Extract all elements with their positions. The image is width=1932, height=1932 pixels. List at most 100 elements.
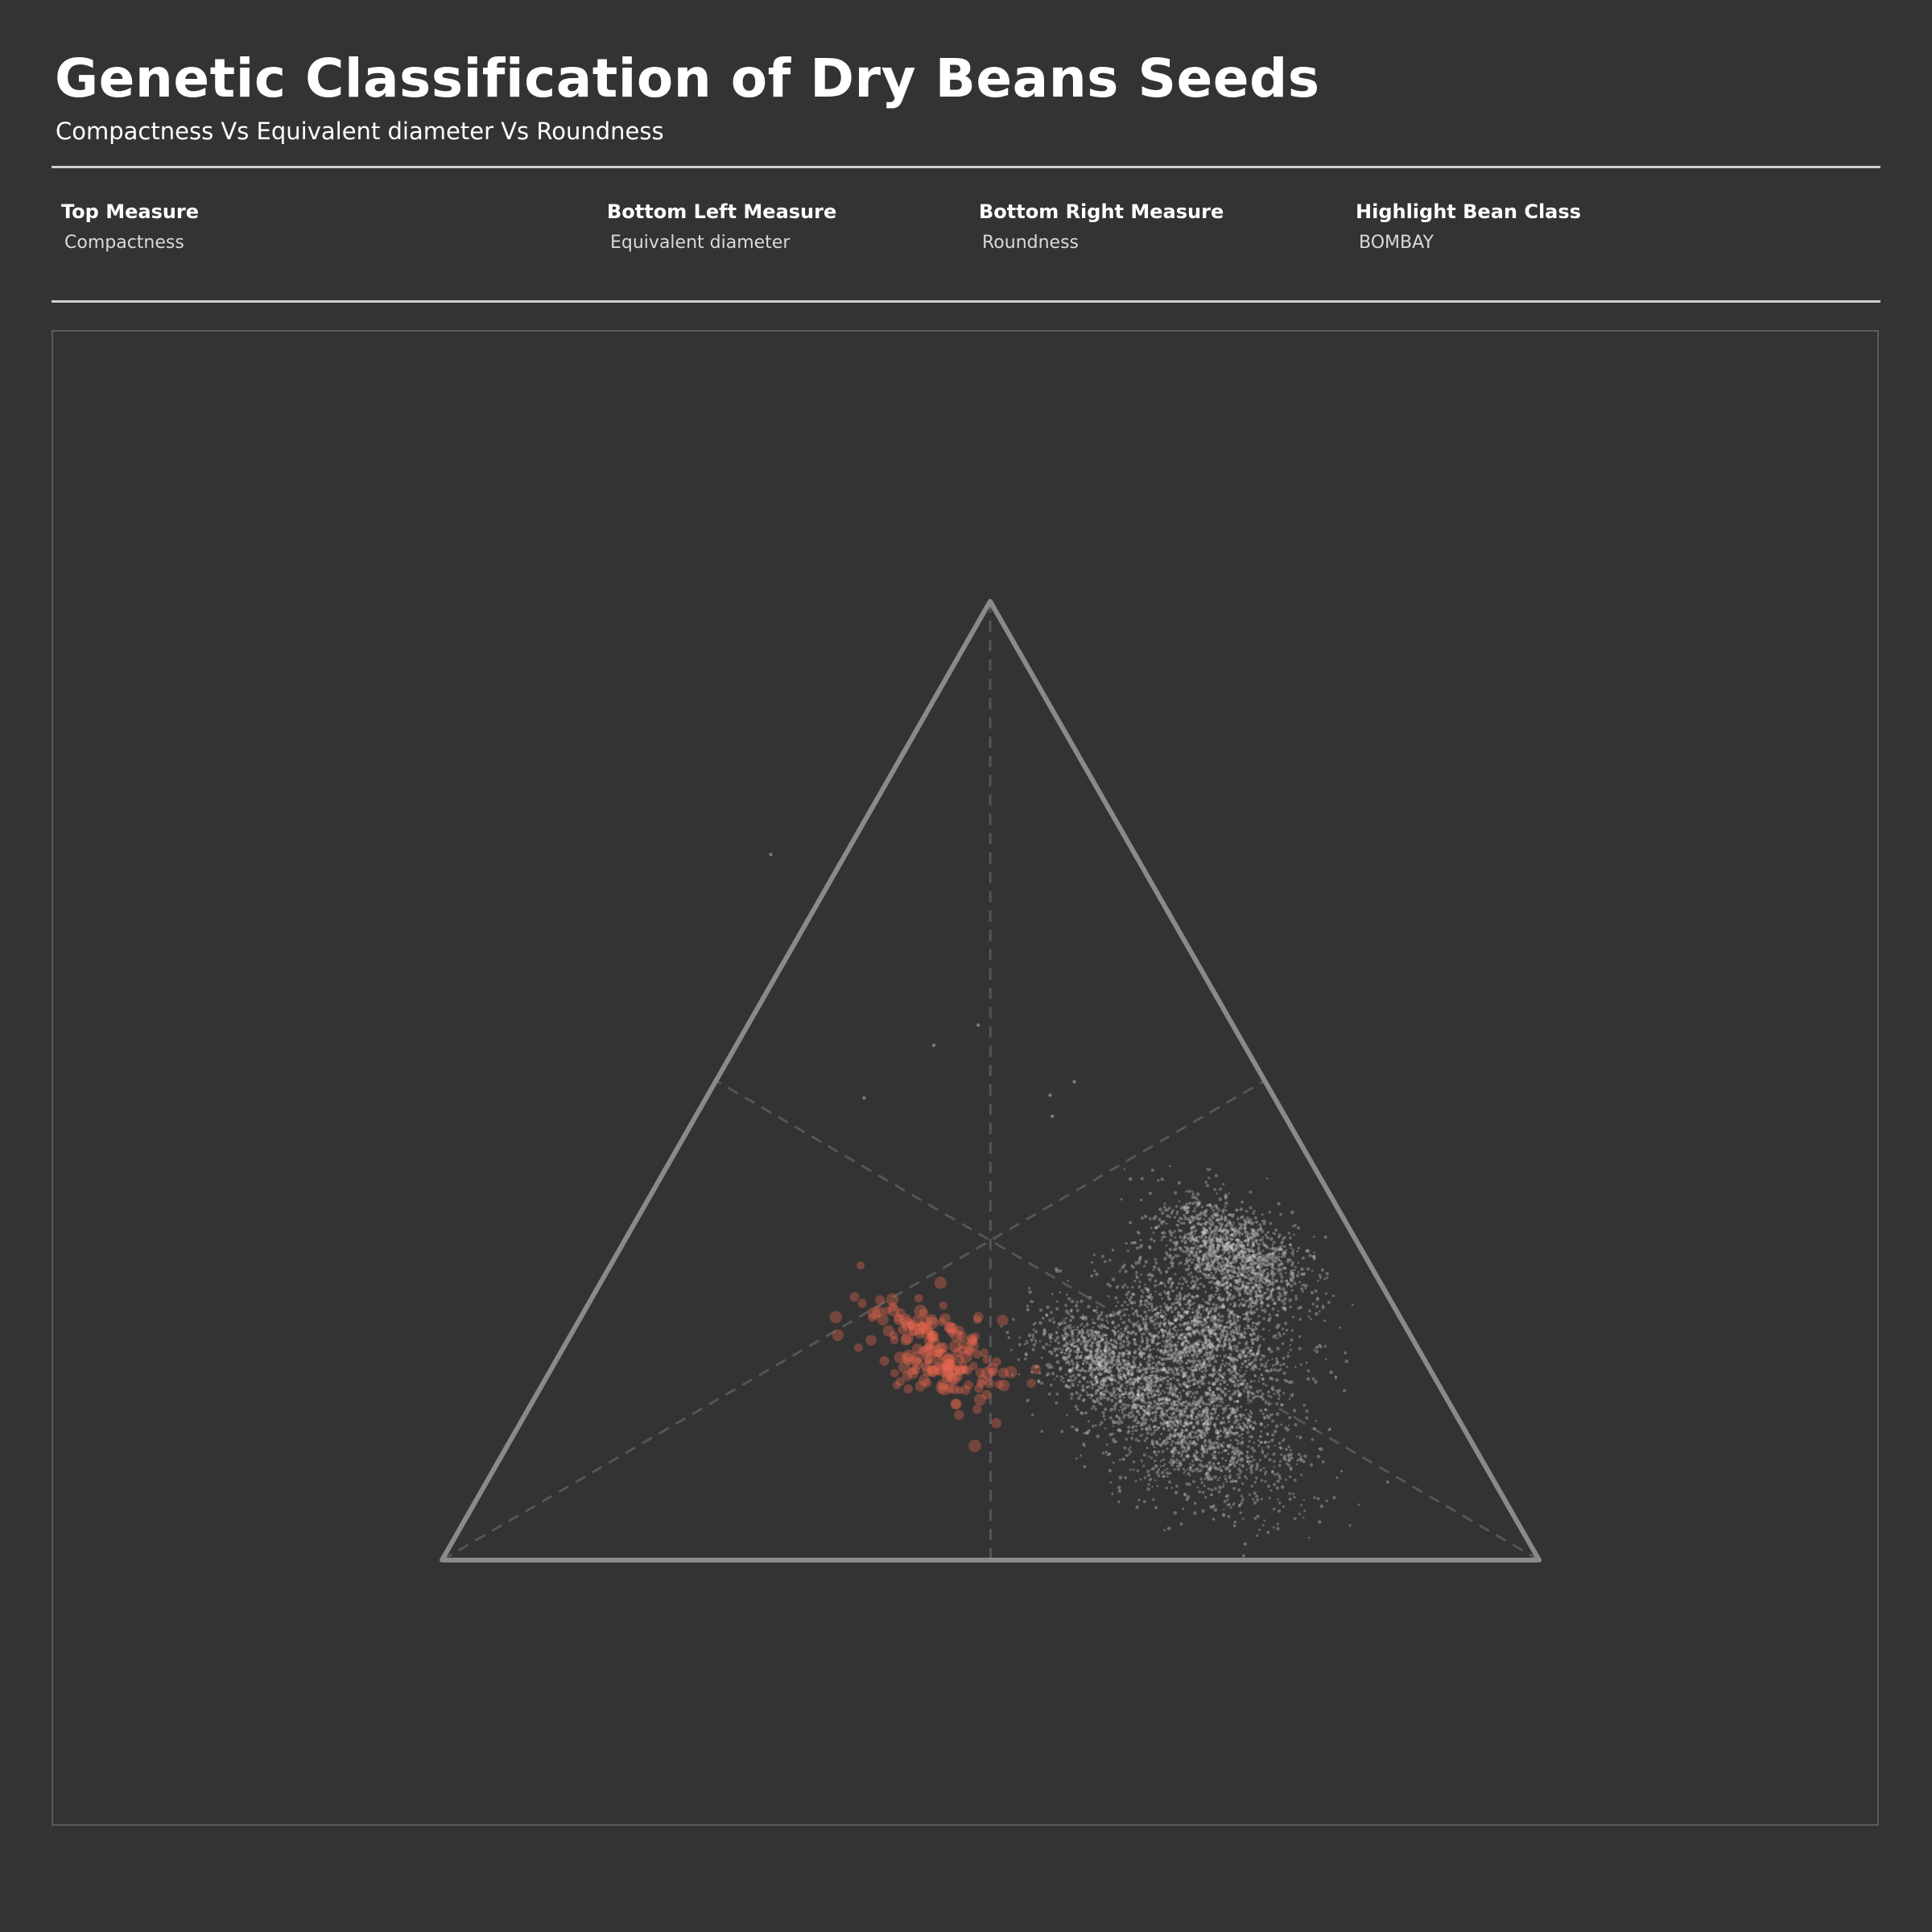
bean-point (1224, 1235, 1228, 1238)
bean-point (1194, 1263, 1198, 1267)
bottom-left-measure-parameter[interactable]: Bottom Left Measure Equivalent diameter (607, 200, 836, 253)
bean-point (1316, 1496, 1320, 1501)
bean-point (1271, 1288, 1274, 1291)
bean-point (1212, 1326, 1215, 1328)
top-measure-parameter[interactable]: Top Measure Compactness (61, 200, 199, 253)
bean-point (1249, 1332, 1253, 1336)
bean-point (1242, 1497, 1245, 1500)
bean-point (1225, 1257, 1230, 1262)
bean-point (1224, 1459, 1228, 1462)
bean-point (1159, 1305, 1162, 1308)
bean-point (1187, 1189, 1191, 1193)
bean-point (1264, 1440, 1268, 1444)
bean-point (1222, 1266, 1226, 1270)
bean-point (1067, 1379, 1071, 1382)
bean-point (1236, 1230, 1241, 1235)
bean-point (1219, 1465, 1222, 1468)
bean-point (1226, 1384, 1229, 1386)
bean-point (1208, 1343, 1211, 1346)
bean-point (1261, 1213, 1264, 1216)
bean-point (1122, 1313, 1127, 1317)
bean-point (1199, 1269, 1203, 1274)
bean-point (1241, 1283, 1245, 1287)
bean-point (1163, 1235, 1166, 1239)
bean-point (1271, 1259, 1274, 1262)
bean-point (1244, 1276, 1247, 1279)
bean-point (1174, 1429, 1177, 1431)
bean-point (1195, 1262, 1200, 1267)
bean-point (1155, 1367, 1159, 1371)
bean-point (1096, 1311, 1098, 1314)
bean-point (1306, 1249, 1311, 1253)
bean-point (1059, 1379, 1063, 1381)
bean-point (1203, 1373, 1206, 1376)
bean-point (1300, 1455, 1302, 1458)
bean-point (1183, 1410, 1187, 1414)
bean-point (1191, 1430, 1194, 1434)
bean-point (1244, 1360, 1247, 1363)
bean-point (1228, 1343, 1232, 1347)
bean-point (1225, 1243, 1228, 1246)
bean-point (1232, 1258, 1236, 1262)
bean-point (1270, 1288, 1274, 1293)
bottom-left-measure-value[interactable]: Equivalent diameter (610, 233, 791, 253)
bean-point (1220, 1277, 1224, 1280)
bean-point (1265, 1361, 1268, 1364)
bean-point (1255, 1265, 1259, 1269)
bean-point (1279, 1272, 1283, 1276)
bean-point (1315, 1304, 1319, 1308)
bean-point (1253, 1480, 1257, 1484)
bean-point (1112, 1461, 1115, 1464)
bean-point (1229, 1340, 1232, 1343)
bean-point (1122, 1308, 1125, 1311)
bean-point (1195, 1331, 1199, 1333)
bean-point (1280, 1262, 1284, 1266)
highlight-bean-class-value[interactable]: BOMBAY (1359, 233, 1434, 253)
bean-point (1112, 1425, 1114, 1427)
bean-point (1252, 1242, 1255, 1245)
bean-point (1271, 1307, 1275, 1311)
bean-point (1277, 1286, 1281, 1290)
bean-point (1224, 1265, 1228, 1269)
bean-point (1172, 1290, 1175, 1292)
bean-point (1244, 1290, 1249, 1295)
bean-point (1193, 1302, 1196, 1304)
bean-point (1123, 1300, 1127, 1304)
bean-point (1245, 1311, 1249, 1315)
bean-point (1274, 1334, 1278, 1337)
bean-point (1218, 1283, 1223, 1288)
bottom-right-measure-parameter[interactable]: Bottom Right Measure Roundness (979, 200, 1224, 253)
bean-point (1211, 1252, 1215, 1256)
bean-point (1260, 1479, 1264, 1482)
bean-point (1175, 1224, 1179, 1226)
bean-point (1164, 1208, 1167, 1212)
bean-point (1132, 1460, 1136, 1463)
highlight-bean-class-parameter[interactable]: Highlight Bean Class BOMBAY (1356, 200, 1581, 253)
bean-point (1258, 1285, 1262, 1289)
bean-point (1260, 1261, 1263, 1263)
bean-point (1207, 1302, 1211, 1306)
bean-point (1119, 1269, 1122, 1272)
bottom-right-measure-label: Bottom Right Measure (979, 200, 1224, 223)
bean-point (1262, 1338, 1265, 1341)
bean-point (1051, 1292, 1054, 1295)
bean-point (1264, 1278, 1266, 1280)
bean-point (1318, 1344, 1322, 1348)
bean-point (1225, 1465, 1230, 1470)
bean-point (1217, 1263, 1220, 1266)
bean-point (1233, 1304, 1236, 1307)
bean-point (1182, 1389, 1185, 1393)
bean-point (1252, 1253, 1255, 1257)
top-measure-value[interactable]: Compactness (64, 233, 184, 253)
bean-point (1220, 1397, 1224, 1401)
bean-point (1236, 1280, 1240, 1283)
bean-point (1117, 1485, 1121, 1490)
bean-point (1181, 1282, 1184, 1286)
bean-point (1224, 1394, 1227, 1397)
bottom-right-measure-value[interactable]: Roundness (982, 233, 1080, 253)
bean-point (1252, 1228, 1256, 1232)
bean-point (1211, 1243, 1215, 1248)
bean-point (1251, 1286, 1256, 1290)
bean-point (1278, 1286, 1281, 1290)
bean-point (1225, 1290, 1229, 1294)
